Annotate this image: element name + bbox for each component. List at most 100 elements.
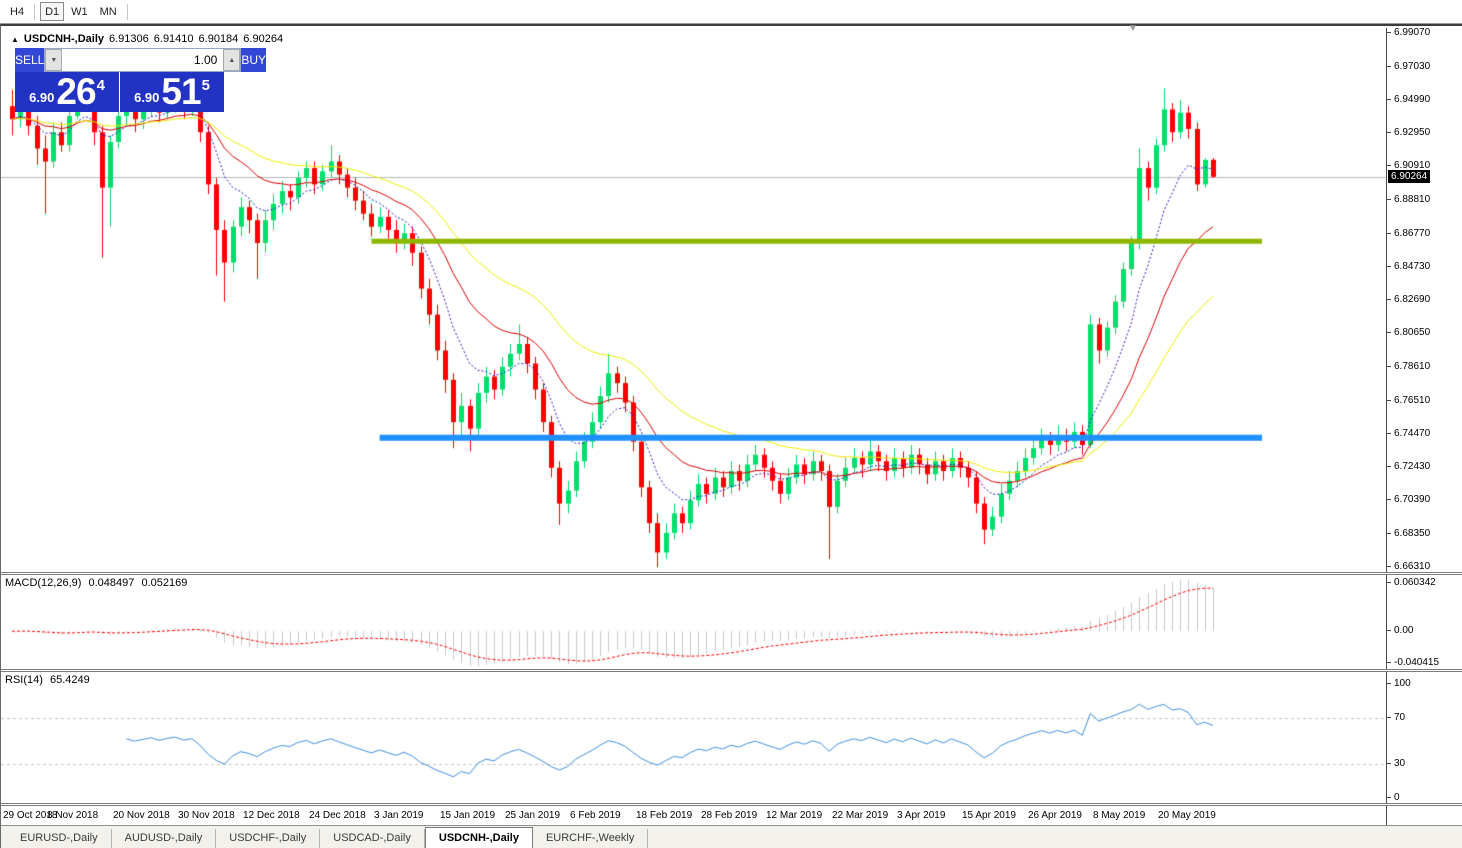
axis-tick-mark [1387,763,1391,764]
date-axis-label: 3 Jan 2019 [374,810,424,821]
price-axis-label: 6.94990 [1394,94,1431,105]
rsi-axis-label: 100 [1394,678,1411,689]
date-axis[interactable]: 29 Oct 2018 8 Nov 2018 20 Nov 2018 30 Nov 2… [1,807,1386,825]
axis-tick-mark [1387,683,1391,684]
tab-usdcnh-daily[interactable]: USDCNH-,Daily [424,827,533,848]
price-axis-label: 6.68350 [1394,528,1431,539]
buy-quote[interactable]: 6.90 51 5 [120,72,224,112]
price-axis-label: 6.90910 [1394,160,1431,171]
axis-tick-mark [1387,199,1391,200]
axis-tick-mark [1387,797,1391,798]
chart-window: ▼ ▲ USDCNH-,Daily 6.91306 6.91410 6.9018… [0,24,1462,848]
macd-axis-label: -0.040415 [1394,657,1440,668]
price-axis-label: 6.76510 [1394,395,1431,406]
price-axis-label: 6.66310 [1394,561,1431,572]
price-axis-label: 6.86770 [1394,228,1431,239]
rsi-name: RSI(14) [5,674,43,686]
axis-tick-mark [1387,533,1391,534]
rsi-axis-label: 0 [1394,792,1400,803]
date-axis-label: 22 Mar 2019 [832,810,889,821]
date-axis-label: 28 Feb 2019 [701,810,758,821]
axis-tick-mark [1387,266,1391,267]
tab-eurchf-weekly[interactable]: EURCHF-,Weekly [533,829,649,848]
chart-shift-marker-icon[interactable]: ▼ [1128,23,1138,34]
ohlc-low-value: 6.90184 [198,33,239,45]
timeframe-button-h4[interactable]: H4 [5,2,29,21]
rsi-axis-label: 70 [1394,712,1406,723]
axis-tick-mark [1387,630,1391,631]
axis-tick-mark [1387,332,1391,333]
timeframe-button-w1[interactable]: W1 [66,2,93,21]
macd-value: 0.048497 [88,577,135,589]
macd-name: MACD(12,26,9) [5,577,82,589]
tab-eurusd-daily[interactable]: EURUSD-,Daily [7,829,112,848]
date-axis-label: 8 May 2019 [1093,810,1146,821]
date-axis-label: 8 Nov 2018 [47,810,99,821]
axis-tick-mark [1387,499,1391,500]
price-axis-label: 6.70390 [1394,494,1431,505]
axis-tick-mark [1387,662,1391,663]
tab-usdcad-daily[interactable]: USDCAD-,Daily [320,829,425,848]
sell-price-prefix: 6.90 [29,89,55,105]
price-axis[interactable]: 6.99070 6.97030 6.94990 6.92950 6.90910 6.888… [1386,27,1462,825]
axis-tick-mark [1387,32,1391,33]
sell-quote[interactable]: 6.90 26 4 [15,72,120,112]
timeframe-toolbar: H4 D1 W1 MN [0,0,1462,24]
price-axis-label: 6.97030 [1394,61,1431,72]
rsi-indicator-canvas[interactable] [1,672,1386,803]
one-click-trading-panel: SELL ▼ ▲ BUY 6.90 26 4 6.90 51 5 [15,48,267,112]
date-axis-label: 12 Dec 2018 [243,810,300,821]
macd-pane-label: MACD(12,26,9) 0.048497 0.052169 [5,577,191,589]
symbol-tab-bar: EURUSD-,Daily AUDUSD-,Daily USDCHF-,Dail… [1,825,1462,848]
ohlc-close-value: 6.90264 [243,33,284,45]
volume-box: ▼ ▲ [44,48,242,72]
tab-usdchf-daily[interactable]: USDCHF-,Daily [216,829,321,848]
price-axis-label: 6.74470 [1394,428,1431,439]
volume-increase-icon[interactable]: ▲ [223,49,241,71]
axis-tick-mark [1387,433,1391,434]
timeframe-button-mn[interactable]: MN [95,2,122,21]
chart-title: ▲ USDCNH-,Daily 6.91306 6.91410 6.90184 … [11,33,283,45]
pane-separator[interactable] [1,572,1462,575]
sell-button[interactable]: SELL [15,48,45,72]
buy-button[interactable]: BUY [241,48,267,72]
buy-price-big: 51 [161,71,201,112]
date-axis-label: 30 Nov 2018 [178,810,235,821]
date-axis-label: 26 Apr 2019 [1028,810,1082,821]
timeframe-button-d1[interactable]: D1 [40,2,65,21]
ohlc-high-value: 6.91410 [153,33,194,45]
volume-decrease-icon[interactable]: ▼ [45,49,63,71]
price-axis-label: 6.84730 [1394,261,1431,272]
pane-separator[interactable] [1,803,1462,806]
date-axis-label: 20 Nov 2018 [113,810,170,821]
axis-tick-mark [1387,66,1391,67]
date-axis-label: 18 Feb 2019 [636,810,693,821]
price-chart-canvas[interactable] [1,28,1386,572]
macd-indicator-canvas[interactable] [1,575,1386,669]
sell-price-pip: 4 [96,76,105,94]
date-axis-label: 15 Jan 2019 [440,810,496,821]
buy-price-pip: 5 [201,76,210,94]
rsi-axis-label: 30 [1394,758,1406,769]
rsi-value: 65.4249 [49,674,90,686]
volume-input[interactable] [62,49,224,71]
axis-tick-mark [1387,582,1391,583]
price-axis-label: 6.72430 [1394,461,1431,472]
axis-tick-mark [1387,165,1391,166]
date-axis-label: 15 Apr 2019 [962,810,1016,821]
rsi-pane-label: RSI(14) 65.4249 [5,674,94,686]
pane-separator[interactable] [1,669,1462,672]
price-axis-label: 6.88810 [1394,194,1431,205]
tab-audusd-daily[interactable]: AUDUSD-,Daily [112,829,217,848]
toolbar-separator [126,3,128,20]
toolbar-separator [34,3,36,20]
one-click-panel-toggle-icon[interactable]: ▲ [11,34,19,44]
axis-tick-mark [1387,299,1391,300]
current-price-badge: 6.90264 [1388,170,1431,183]
axis-tick-mark [1387,132,1391,133]
macd-signal-value: 0.052169 [141,577,188,589]
date-axis-label: 12 Mar 2019 [766,810,823,821]
buy-price-prefix: 6.90 [134,89,160,105]
macd-axis-label: 0.060342 [1394,577,1436,588]
